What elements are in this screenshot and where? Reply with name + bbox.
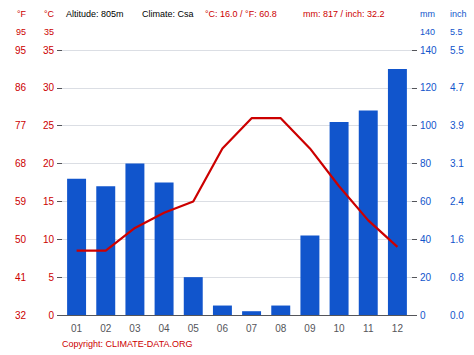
svg-text:09: 09 [304,323,316,334]
svg-text:mm: 817 / inch: 32.2: mm: 817 / inch: 32.2 [303,9,385,19]
svg-text:50: 50 [15,234,27,245]
svg-text:77: 77 [15,120,27,131]
svg-text:3.1: 3.1 [450,158,464,169]
svg-text:°F: °F [17,9,27,19]
svg-text:30: 30 [43,82,55,93]
svg-text:5.5: 5.5 [450,27,463,37]
svg-text:60: 60 [420,196,432,207]
svg-text:10: 10 [334,323,346,334]
svg-text:35: 35 [44,27,54,37]
svg-text:41: 41 [15,272,27,283]
svg-text:68: 68 [15,158,27,169]
svg-text:03: 03 [129,323,141,334]
svg-text:35: 35 [43,45,55,56]
svg-text:32: 32 [15,310,27,321]
svg-text:05: 05 [188,323,200,334]
svg-text:140: 140 [420,27,435,37]
svg-text:mm: mm [420,9,435,19]
svg-text:0: 0 [48,310,54,321]
svg-text:Copyright: CLIMATE-DATA.ORG: Copyright: CLIMATE-DATA.ORG [62,339,193,349]
svg-text:2.4: 2.4 [450,196,464,207]
svg-text:Climate: Csa: Climate: Csa [142,9,194,19]
svg-text:86: 86 [15,82,27,93]
svg-text:°C: 16.0 / °F: 60.8: °C: 16.0 / °F: 60.8 [205,9,277,19]
svg-text:4.7: 4.7 [450,82,464,93]
svg-text:02: 02 [100,323,112,334]
svg-text:120: 120 [420,82,437,93]
svg-text:11: 11 [363,323,374,334]
svg-text:°C: °C [44,9,55,19]
svg-text:5: 5 [48,272,54,283]
svg-text:inch: inch [450,9,467,19]
svg-text:1.6: 1.6 [450,234,464,245]
svg-text:08: 08 [275,323,287,334]
svg-text:01: 01 [71,323,83,334]
svg-text:5.5: 5.5 [450,45,464,56]
svg-text:07: 07 [246,323,258,334]
svg-text:40: 40 [420,234,432,245]
svg-text:20: 20 [43,158,55,169]
svg-text:15: 15 [43,196,55,207]
svg-text:04: 04 [159,323,171,334]
svg-text:20: 20 [420,272,432,283]
svg-text:Altitude: 805m: Altitude: 805m [66,9,124,19]
svg-text:10: 10 [43,234,55,245]
svg-text:80: 80 [420,158,432,169]
svg-text:95: 95 [16,27,26,37]
svg-text:12: 12 [392,323,404,334]
svg-text:0: 0 [420,310,426,321]
svg-text:95: 95 [15,45,27,56]
svg-text:0.8: 0.8 [450,272,464,283]
svg-text:140: 140 [420,45,437,56]
svg-text:3.9: 3.9 [450,120,464,131]
svg-text:0.0: 0.0 [450,310,464,321]
svg-text:25: 25 [43,120,55,131]
svg-text:100: 100 [420,120,437,131]
svg-text:59: 59 [15,196,27,207]
svg-text:06: 06 [217,323,229,334]
